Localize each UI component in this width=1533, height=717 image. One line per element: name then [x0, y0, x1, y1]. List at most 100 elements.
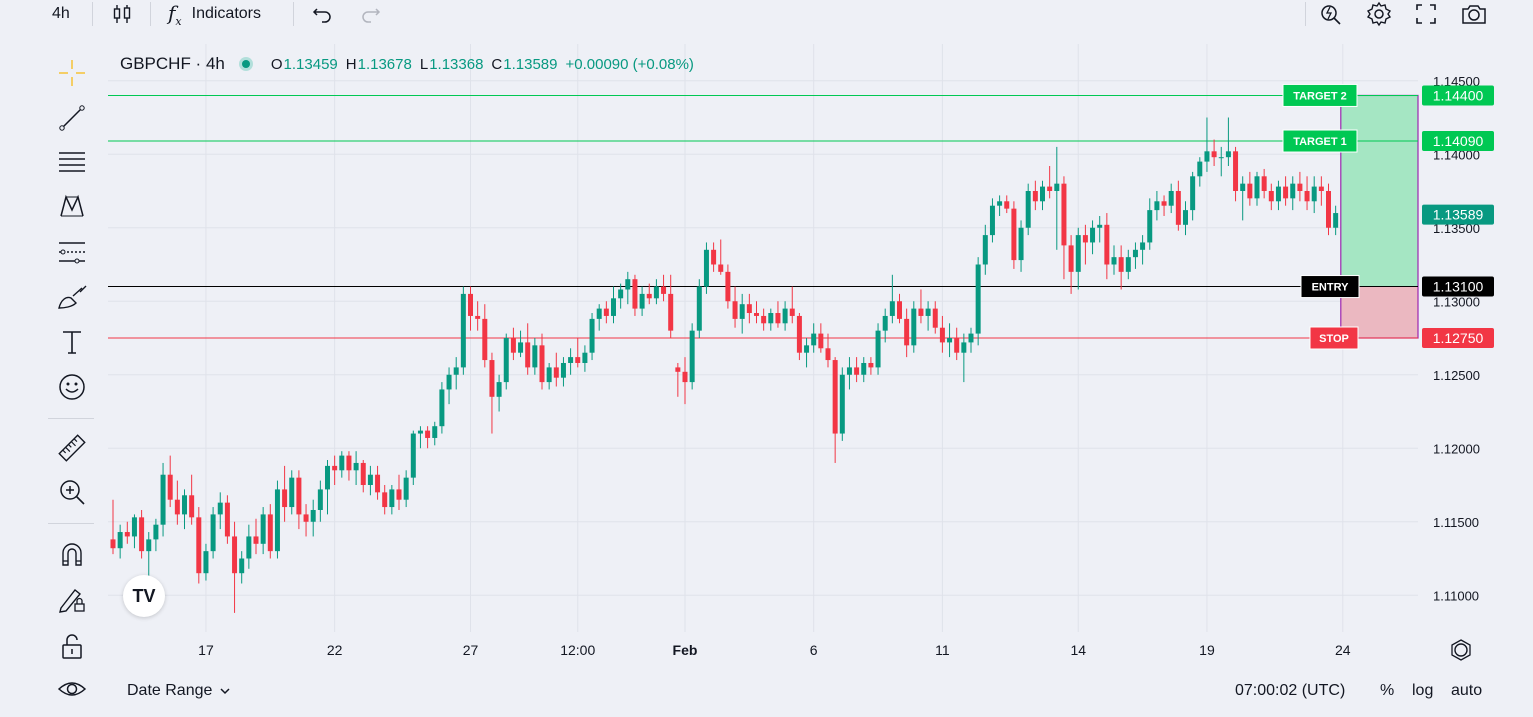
candle-body [925, 308, 931, 316]
time-tick-label: 17 [198, 642, 214, 658]
emoji-tool[interactable] [56, 371, 88, 403]
candle-body [632, 279, 638, 309]
fullscreen-button[interactable] [1414, 0, 1438, 28]
candle-body [475, 315, 481, 319]
candle-body [875, 330, 881, 368]
candle-body [210, 514, 216, 552]
candle-body [1075, 235, 1081, 272]
zoom-in-tool[interactable] [56, 476, 88, 508]
lock-drawing-icon [59, 589, 85, 613]
text-icon [63, 331, 81, 354]
candle-body [403, 477, 409, 500]
pattern-icon [60, 194, 84, 217]
interval-button[interactable]: 4h [52, 0, 70, 28]
candle-body [825, 348, 831, 361]
candle-body [1154, 201, 1160, 211]
candle-body [160, 474, 166, 525]
candle-body [796, 315, 802, 353]
candle-body [546, 367, 552, 383]
fib-tool[interactable] [56, 146, 88, 178]
brush-tool[interactable] [56, 281, 88, 313]
level-tag [1282, 83, 1358, 107]
open-value: 1.13459 [283, 55, 338, 73]
high-label: H [345, 55, 357, 73]
unlock-tool[interactable] [56, 630, 88, 662]
indicators-button[interactable]: fx Indicators [168, 0, 261, 28]
candle-body [196, 517, 202, 574]
last-price-text: 1.13589 [1433, 207, 1484, 223]
candle-body [1247, 183, 1253, 199]
level-tag [1309, 326, 1359, 350]
quick-search-button[interactable] [1318, 0, 1344, 28]
candle-body [1311, 186, 1317, 202]
undo-icon [312, 8, 331, 23]
tradingview-logo[interactable]: TV [123, 575, 165, 617]
symbol-title[interactable]: GBPCHF · 4h [120, 54, 225, 73]
candles [110, 117, 1339, 613]
redo-button[interactable] [360, 0, 382, 28]
candle-body [1240, 183, 1246, 191]
auto-toggle[interactable]: auto [1451, 672, 1482, 710]
candle-body [589, 318, 595, 353]
text-tool[interactable] [56, 326, 88, 358]
candle-body [732, 301, 738, 319]
forecast-icon [59, 242, 85, 264]
price-tick-label: 1.12000 [1433, 441, 1480, 456]
level-lines [108, 94, 1418, 339]
candle-body [410, 433, 416, 478]
chart-type-button[interactable] [110, 0, 134, 28]
candle-body [603, 308, 609, 316]
fib-icon [59, 152, 85, 172]
magnet-tool[interactable] [56, 538, 88, 570]
candle-body [353, 462, 359, 471]
candle-body [975, 264, 981, 334]
candle-body [1326, 191, 1331, 228]
close-label: C [491, 55, 503, 73]
unlock-icon [62, 634, 82, 659]
candle-body [653, 286, 659, 299]
forecast-tool[interactable] [56, 236, 88, 268]
log-label: log [1412, 682, 1434, 699]
candle-body [317, 489, 323, 510]
drawing-toolbar [0, 44, 105, 717]
candle-body [1218, 157, 1224, 159]
time-tick-label: Feb [673, 642, 698, 658]
candle-body [646, 293, 652, 299]
candle-body [1333, 213, 1339, 228]
price-badge [1422, 276, 1494, 297]
visibility-tool[interactable] [56, 673, 88, 705]
indicators-label: Indicators [191, 5, 261, 22]
level-tag [1282, 129, 1358, 153]
eye-icon [57, 682, 87, 696]
candle-body [1018, 227, 1024, 261]
pattern-tool[interactable] [56, 191, 88, 223]
candle-body [1190, 176, 1196, 211]
clock-display[interactable]: 07:00:02 (UTC) [1235, 672, 1345, 710]
candle-body [689, 330, 695, 383]
percent-toggle[interactable]: % [1380, 672, 1394, 710]
candle-body [446, 374, 452, 390]
candle-body [761, 315, 767, 324]
candle-body [389, 489, 395, 508]
settings-icon [1366, 1, 1392, 27]
lock-drawing-tool[interactable] [56, 583, 88, 615]
candle-body [1147, 210, 1153, 243]
toolbar-divider [293, 2, 294, 26]
candle-body [618, 289, 624, 299]
candle-body [1211, 151, 1217, 158]
log-toggle[interactable]: log [1412, 672, 1433, 710]
candle-body [782, 308, 788, 324]
candle-body [596, 308, 602, 319]
date-range-button[interactable]: Date Range [127, 672, 232, 710]
crosshair-tool[interactable] [56, 57, 88, 89]
trend-line-tool[interactable] [56, 102, 88, 134]
time-tick-label: 14 [1070, 642, 1086, 658]
candle-body [532, 345, 538, 368]
snapshot-button[interactable] [1460, 0, 1488, 28]
candle-body [253, 536, 259, 544]
settings-button[interactable] [1366, 0, 1392, 28]
undo-button[interactable] [311, 0, 333, 28]
ruler-tool[interactable] [56, 432, 88, 464]
level-tag-text: TARGET 2 [1293, 90, 1347, 102]
